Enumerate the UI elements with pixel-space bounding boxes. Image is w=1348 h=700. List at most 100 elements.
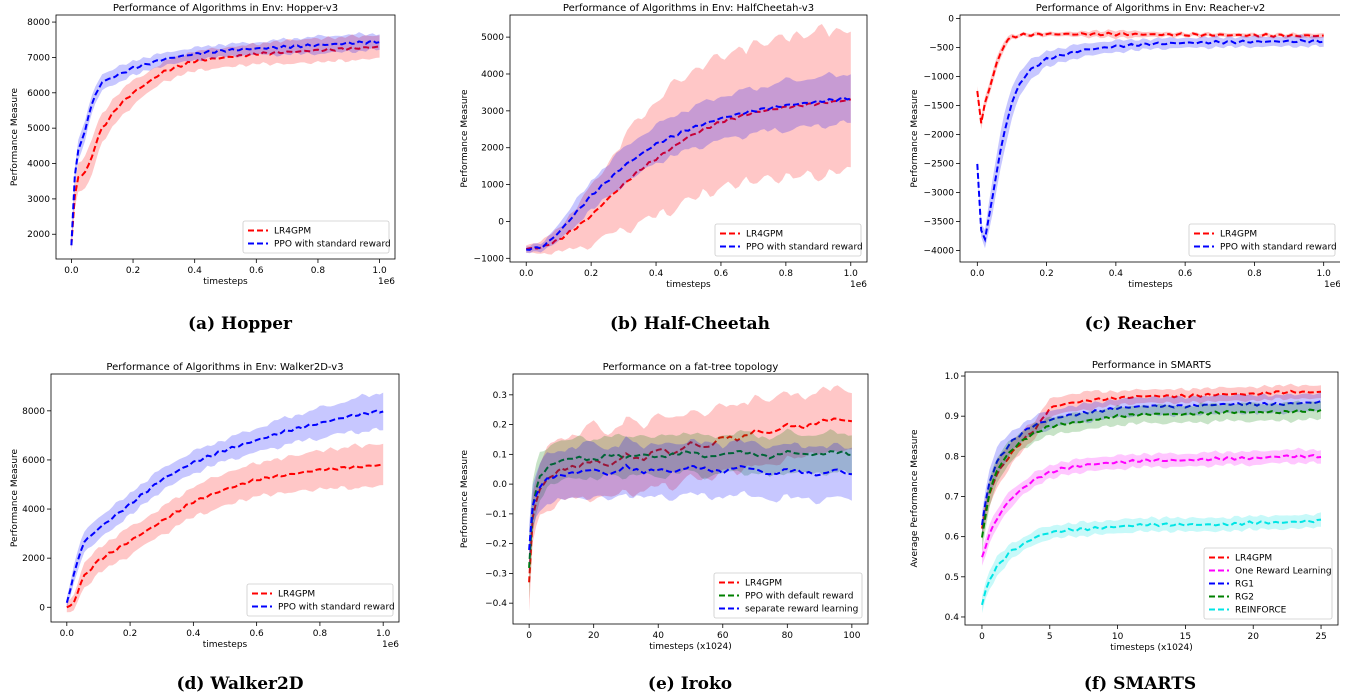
y-tick-label: −0.2 bbox=[485, 540, 507, 550]
plot-area bbox=[976, 29, 1324, 249]
y-tick-label: 4000 bbox=[27, 160, 50, 170]
series-line-ppo-with-standard-reward bbox=[526, 96, 852, 251]
caption-halfcheetah: (b) Half-Cheetah bbox=[610, 314, 770, 334]
legend-label-ppo-with-standard-reward: PPO with standard reward bbox=[746, 243, 863, 253]
y-tick-label: −2500 bbox=[924, 159, 955, 169]
x-tick-label: 0.0 bbox=[64, 266, 79, 276]
chart-panel-smarts: 0 5 10 15 20 25 0.4 0.5 0.6 0.7 0.8 0.9 1.0 Performan… bbox=[900, 360, 1340, 660]
x-tick-label: 0.4 bbox=[186, 629, 201, 639]
series-line-one-reward-learning bbox=[981, 453, 1322, 558]
plot-area bbox=[65, 392, 384, 613]
y-tick-label: −1500 bbox=[924, 101, 955, 111]
chart-title: Performance of Algorithms in Env: Hopper… bbox=[113, 3, 338, 14]
y-axis-label: Performance Measure bbox=[10, 87, 20, 186]
y-tick-label: −2000 bbox=[924, 130, 955, 140]
plot-area bbox=[525, 24, 852, 255]
y-tick-label: 2000 bbox=[27, 230, 50, 240]
legend-label-lr4gpm: LR4GPM bbox=[746, 230, 783, 240]
caption-reacher: (c) Reacher bbox=[1084, 314, 1196, 334]
series-line-lr4gpm bbox=[525, 98, 851, 251]
y-tick-label: 4000 bbox=[481, 70, 504, 80]
legend: LR4GPM PPO with standard reward bbox=[1188, 223, 1337, 257]
x-tick-label: 1.0 bbox=[376, 629, 391, 639]
chart-panel-halfcheetah: 0.0 0.2 0.4 0.6 0.8 1.0 −1000 0 1000 2000 3000 4000… bbox=[450, 0, 890, 300]
series-line-lr4gpm bbox=[70, 45, 380, 245]
plot-area bbox=[528, 385, 853, 613]
y-tick-label: 0.0 bbox=[493, 480, 508, 490]
y-axis-label: Performance Measure bbox=[460, 449, 470, 548]
x-offset-label: 1e6 bbox=[1324, 280, 1340, 290]
x-tick-label: 20 bbox=[1248, 632, 1260, 642]
x-tick-label: 0.6 bbox=[249, 629, 264, 639]
x-axis-label: timesteps bbox=[203, 640, 248, 650]
band-lr4gpm bbox=[66, 443, 384, 613]
legend: LR4GPM PPO with standard reward bbox=[242, 220, 391, 254]
x-tick-label: 0.2 bbox=[1039, 269, 1053, 279]
series-line-lr4gpm bbox=[976, 31, 1324, 124]
band-ppo-with-default-reward bbox=[529, 428, 852, 600]
x-tick-label: 0 bbox=[526, 631, 532, 641]
y-tick-label: 0.5 bbox=[945, 573, 959, 583]
y-tick-label: 1.0 bbox=[945, 372, 960, 382]
y-tick-label: −1000 bbox=[474, 254, 505, 264]
y-tick-label: 8000 bbox=[27, 18, 50, 28]
chart-title: Performance in SMARTS bbox=[1092, 360, 1211, 371]
series-line-ppo-with-default-reward bbox=[528, 449, 852, 568]
chart-panel-walker2d: 0.0 0.2 0.4 0.6 0.8 1.0 0 2000 4000 6000 8000 Perfo… bbox=[0, 360, 440, 660]
legend-label-lr4gpm: LR4GPM bbox=[745, 579, 782, 589]
y-tick-label: −3000 bbox=[924, 188, 955, 198]
legend-box bbox=[246, 583, 394, 617]
x-tick-label: 0.4 bbox=[1109, 269, 1124, 279]
chart-svg-iroko: 0 20 40 60 80 100 −0.4 −0.3 −0.2 −0.1 0.0 0.1 0.2 0.3… bbox=[460, 362, 869, 652]
band-separate-reward-learning bbox=[529, 436, 852, 575]
legend-label-rg1: RG1 bbox=[1235, 580, 1254, 590]
y-axis-label: Performance Measure bbox=[460, 89, 470, 188]
series-line-lr4gpm bbox=[528, 417, 853, 583]
y-tick-label: −0.1 bbox=[485, 510, 507, 520]
x-tick-label: 1.0 bbox=[844, 269, 859, 279]
plot-area bbox=[981, 383, 1322, 614]
x-tick-label: 25 bbox=[1315, 632, 1326, 642]
x-tick-label: 1.0 bbox=[372, 266, 387, 276]
legend-box bbox=[1188, 223, 1336, 257]
legend-label-separate-reward-learning: separate reward learning bbox=[745, 605, 858, 615]
legend-box bbox=[714, 223, 862, 257]
y-tick-label: −0.3 bbox=[485, 569, 507, 579]
x-tick-label: 10 bbox=[1112, 632, 1124, 642]
y-tick-label: 8000 bbox=[22, 407, 45, 417]
band-lr4gpm bbox=[526, 24, 851, 255]
y-tick-label: 2000 bbox=[481, 144, 504, 154]
axes-frame bbox=[50, 373, 400, 623]
legend-label-lr4gpm: LR4GPM bbox=[278, 590, 315, 600]
x-axis-label: timesteps (x1024) bbox=[649, 642, 732, 652]
y-axis-label: Performance Measure bbox=[10, 448, 20, 547]
y-tick-label: 3000 bbox=[27, 195, 50, 205]
band-ppo-with-standard-reward bbox=[526, 71, 851, 254]
chart-svg-reacher: 0.0 0.2 0.4 0.6 0.8 1.0 −4000 −3500 −3000 −2500 −2… bbox=[910, 3, 1342, 290]
y-tick-label: 0.2 bbox=[493, 421, 507, 431]
legend-box bbox=[1203, 547, 1333, 620]
legend-label-one-reward-learning: One Reward Learning bbox=[1235, 567, 1332, 577]
axes-frame bbox=[964, 371, 1339, 626]
chart-svg-hopper: 0.0 0.2 0.4 0.6 0.8 1.0 2000 3000 4000 5000 6000 70… bbox=[10, 3, 396, 287]
y-tick-label: −0.4 bbox=[485, 599, 507, 609]
legend-label-ppo-with-standard-reward: PPO with standard reward bbox=[274, 240, 391, 250]
y-tick-label: 1000 bbox=[481, 181, 504, 191]
series-line-reinforce bbox=[981, 518, 1322, 606]
y-tick-label: 2000 bbox=[22, 554, 45, 564]
y-tick-label: 0 bbox=[498, 217, 504, 227]
x-tick-label: 0 bbox=[979, 632, 985, 642]
y-tick-label: 6000 bbox=[22, 456, 45, 466]
caption-hopper: (a) Hopper bbox=[188, 314, 292, 334]
chart-title: Performance on a fat-tree topology bbox=[603, 362, 779, 373]
legend-label-lr4gpm: LR4GPM bbox=[1235, 554, 1272, 564]
legend-label-reinforce: REINFORCE bbox=[1235, 606, 1287, 616]
axes-frame bbox=[55, 14, 396, 260]
caption-iroko: (e) Iroko bbox=[647, 674, 733, 694]
x-tick-label: 20 bbox=[588, 631, 600, 641]
legend: LR4GPM PPO with standard reward bbox=[246, 583, 395, 617]
x-tick-label: 0.0 bbox=[970, 269, 985, 279]
series-line-rg2 bbox=[981, 408, 1322, 538]
x-tick-label: 0.4 bbox=[649, 269, 664, 279]
band-lr4gpm bbox=[982, 383, 1321, 541]
